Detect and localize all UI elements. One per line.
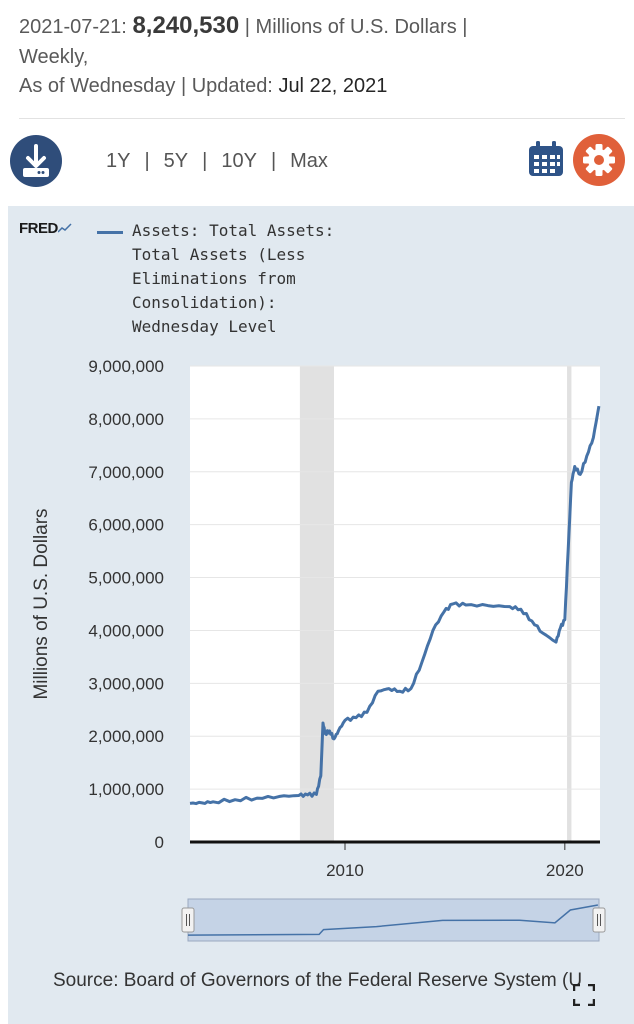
recession-band (567, 366, 572, 842)
logo-graph-icon (57, 223, 72, 233)
download-icon (23, 144, 49, 177)
y-tick-label: 5,000,000 (88, 569, 164, 588)
plot-area (190, 366, 600, 842)
series-line (189, 405, 601, 806)
settings-button[interactable] (573, 134, 625, 186)
updated-date: Jul 22, 2021 (278, 75, 388, 97)
observation-line: 2021-07-21: 8,240,530 | Millions of U.S.… (19, 12, 467, 41)
header-divider (19, 118, 625, 119)
calendar-icon (529, 141, 563, 176)
y-tick-label: 9,000,000 (88, 357, 164, 376)
download-button[interactable] (10, 135, 62, 187)
recession-band (299, 366, 334, 842)
line-chart: 0 1,000,000 2,000,000 3,000,000 4,000,000 5,0… (31, 357, 606, 942)
legend-label: Assets: Total Assets: Total Assets (Less… (132, 221, 335, 336)
range-separator: | (270, 150, 277, 172)
legend-swatch (97, 231, 123, 234)
y-tick-label: 4,000,000 (88, 621, 164, 640)
navigator-left-handle[interactable] (181, 907, 195, 933)
range-separator: | (144, 150, 150, 172)
y-tick-label: 6,000,000 (88, 516, 164, 535)
y-tick-label: 7,000,000 (88, 463, 164, 482)
y-tick-label: 8,000,000 (88, 410, 164, 429)
range-separator: | (202, 150, 208, 172)
fullscreen-button[interactable] (572, 983, 596, 1007)
source-note: Source: Board of Governors of the Federa… (53, 970, 583, 991)
y-tick-label: 1,000,000 (88, 780, 164, 799)
y-tick-label: 3,000,000 (88, 674, 164, 693)
y-tick-label: 0 (155, 833, 164, 852)
as-of-text: As of Wednesday | Updated: (19, 75, 273, 97)
range-5y[interactable]: 5Y (163, 150, 189, 172)
navigator-right-handle[interactable] (592, 907, 606, 933)
observation-date: 2021-07-21: (19, 16, 127, 38)
x-tick-label: 2010 (326, 861, 364, 880)
observation-value: 8,240,530 (132, 12, 240, 39)
gear-icon (583, 144, 615, 176)
expand-icon (572, 983, 596, 1007)
fred-logo: FRED (19, 220, 72, 237)
range-10y[interactable]: 10Y (221, 150, 257, 172)
y-tick-label: 2,000,000 (88, 727, 164, 746)
fred-logo-text: FRED (19, 220, 58, 237)
units-text: | Millions of U.S. Dollars | (244, 16, 468, 38)
frequency-text: Weekly, (19, 46, 89, 68)
y-axis-label: Millions of U.S. Dollars (31, 508, 52, 699)
range-max[interactable]: Max (290, 150, 328, 172)
x-tick-label: 2020 (546, 861, 584, 880)
navigator-series (187, 904, 599, 936)
date-range-selector: 1Y | 5Y | 10Y | Max (106, 150, 328, 173)
update-line: As of Wednesday | Updated: Jul 22, 2021 (19, 72, 387, 100)
range-1y[interactable]: 1Y (106, 150, 131, 172)
calendar-button[interactable] (527, 140, 565, 178)
